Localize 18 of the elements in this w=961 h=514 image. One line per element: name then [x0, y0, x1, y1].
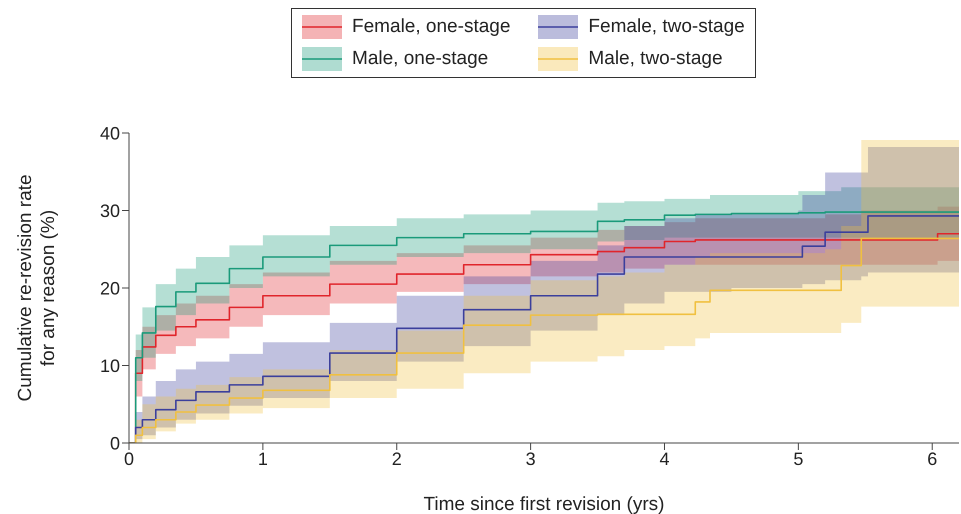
legend-label: Male, one-stage [352, 48, 488, 70]
x-tick-label: 6 [927, 448, 938, 469]
x-tick-label: 0 [124, 448, 134, 469]
x-tick-label: 3 [526, 448, 536, 469]
y-tick-label: 0 [110, 433, 120, 454]
legend-label: Female, two-stage [588, 16, 745, 38]
x-tick-label: 1 [258, 448, 268, 469]
y-axis-title: Cumulative re-revision rate for any reason (%) [15, 174, 59, 402]
y-tick-label: 40 [100, 123, 120, 144]
y-tick-label: 10 [100, 356, 120, 376]
x-tick-label: 4 [659, 448, 670, 469]
y-tick-label: 20 [100, 278, 120, 298]
legend-label: Male, two-stage [588, 48, 723, 70]
legend-label: Female, one-stage [352, 16, 510, 38]
x-tick-label: 2 [392, 448, 402, 469]
y-tick-label: 30 [100, 200, 120, 221]
x-tick-label: 5 [793, 448, 804, 469]
x-axis-title: Time since first revision (yrs) [423, 494, 665, 514]
